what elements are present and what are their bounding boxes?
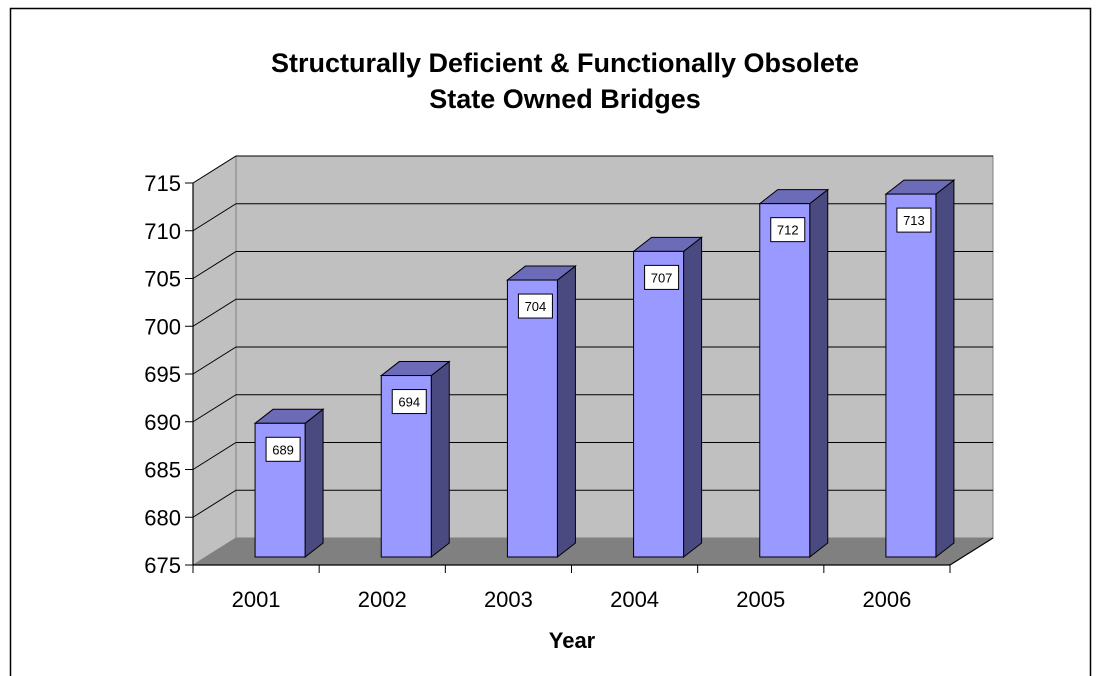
x-tick-label: 2006 <box>862 587 911 612</box>
data-label-box <box>265 436 301 462</box>
x-axis-title: Year <box>549 628 596 653</box>
bar-side <box>683 236 703 559</box>
gridline <box>192 203 993 232</box>
x-tick-label: 2001 <box>232 587 281 612</box>
gridline <box>192 442 993 470</box>
bar-side <box>430 360 450 559</box>
data-label-box <box>517 293 553 319</box>
gridline <box>192 251 993 279</box>
data-label-box <box>644 264 680 290</box>
chart-title-line-2: State Owned Bridges <box>429 84 701 114</box>
y-tick-label: 685 <box>144 458 181 483</box>
x-axis-depth-line <box>949 537 994 566</box>
data-label: 707 <box>651 270 673 285</box>
y-tick-label: 690 <box>144 410 181 435</box>
data-label: 713 <box>903 213 925 228</box>
data-label: 689 <box>272 442 294 457</box>
y-tick-label: 705 <box>144 267 181 292</box>
bar-side <box>935 179 955 559</box>
gridline <box>192 298 993 327</box>
data-label: 712 <box>777 223 799 238</box>
gridline <box>192 489 993 518</box>
bar-side <box>809 188 829 559</box>
gridline <box>192 394 993 423</box>
data-label-box <box>896 207 932 233</box>
gridline <box>192 346 993 375</box>
bar-side <box>304 408 324 559</box>
gridline <box>192 155 993 184</box>
x-tick-label: 2005 <box>736 587 785 612</box>
data-label-box <box>391 389 427 415</box>
plot-area: 675 680 685 690 695 700 705 710 715 689 694 704 707 7… <box>144 155 994 612</box>
data-label: 704 <box>525 299 547 314</box>
chart-title-line-1: Structurally Deficient & Functionally Ob… <box>271 48 859 78</box>
data-label: 694 <box>398 395 420 410</box>
y-tick-label: 710 <box>144 219 181 244</box>
y-tick-label: 680 <box>144 505 181 530</box>
bar <box>633 250 685 558</box>
y-tick-label: 700 <box>144 314 181 339</box>
x-tick-label: 2003 <box>484 587 533 612</box>
chart-border <box>9 7 1092 676</box>
y-tick-label: 695 <box>144 362 181 387</box>
bar <box>506 279 558 558</box>
y-tick-label: 675 <box>144 553 181 578</box>
y-tick-label: 715 <box>144 171 181 196</box>
x-tick-label: 2002 <box>358 587 407 612</box>
bar <box>759 203 811 558</box>
data-label-box <box>770 217 806 243</box>
bar-side <box>556 265 576 559</box>
bar <box>885 193 937 558</box>
x-tick-label: 2004 <box>610 587 659 612</box>
